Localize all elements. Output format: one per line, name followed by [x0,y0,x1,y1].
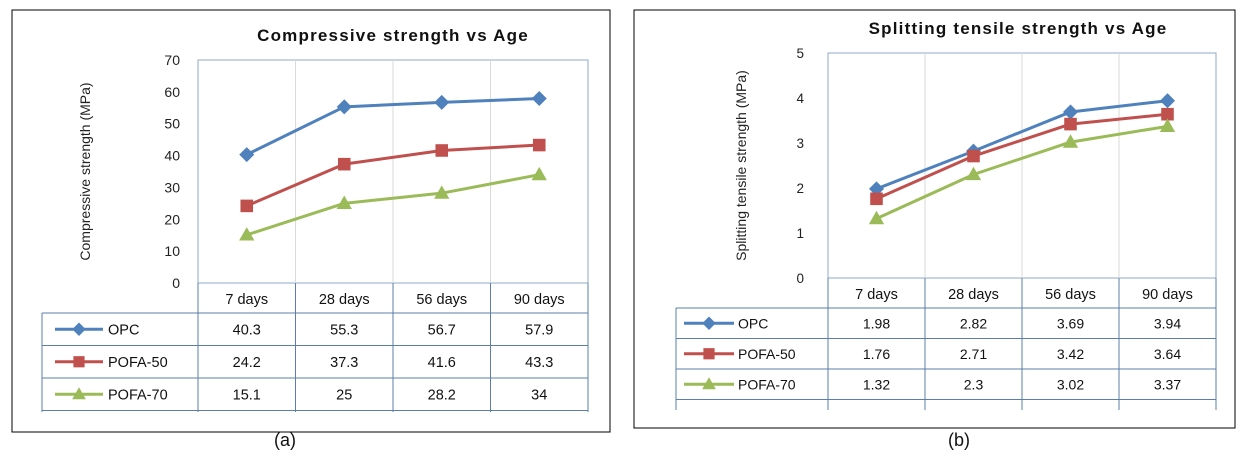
y-tick-label: 1 [796,226,804,241]
data-point-opc [434,94,450,110]
x-category-label: 7 days [225,292,268,308]
data-table-cell: 34 [531,387,547,403]
chart-frame [11,9,611,433]
data-point-pofa-50 [967,149,980,163]
chart-title: Compressive strength vs Age [257,26,529,45]
y-tick-label: 30 [164,179,180,195]
legend-label: OPC [738,315,768,331]
data-point-pofa-50 [870,192,883,206]
chart-title: Splitting tensile strength vs Age [869,19,1168,38]
y-tick-label: 20 [164,211,180,227]
data-table-cell: 57.9 [525,322,553,338]
data-table-cell: 43.3 [525,355,553,371]
data-table-cell: 25 [336,387,352,403]
data-table-cell: 15.1 [233,387,261,403]
data-table-cell: 41.6 [428,355,456,371]
y-tick-label: 10 [164,243,180,259]
data-point-pofa-70 [1062,134,1079,148]
data-table-cell: 40.3 [233,322,261,338]
data-table-cell: 3.02 [1057,376,1084,392]
y-axis-label: Splitting tensile strength (MPa) [733,70,749,261]
data-point-opc [239,147,255,163]
data-table-cell: 3.42 [1057,346,1084,362]
chart-panel-a: Compressive strength vs Age 0 10 20 30 40 50 60… [11,9,611,450]
legend-label: OPC [108,322,139,338]
legend-marker [72,322,86,336]
data-point-pofa-70 [434,185,450,199]
y-tick-label: 60 [164,84,180,100]
data-point-pofa-50 [1064,117,1077,131]
y-tick-label: 0 [796,271,804,286]
x-category-label: 28 days [319,292,370,308]
data-point-opc [1062,104,1079,120]
data-point-opc [336,99,352,115]
panel-label: (a) [274,430,296,450]
data-point-pofa-50 [337,157,351,171]
legend-marker [702,377,716,390]
series-line-pofa-50 [246,143,540,208]
series-line-pofa-70 [875,124,1168,220]
y-axis-label: Compressive strength (MPa) [77,82,93,260]
data-table-cell: 24.2 [233,355,261,371]
legend-marker [72,387,86,400]
data-table-cell: 3.37 [1154,376,1181,392]
data-point-pofa-50 [1161,107,1174,121]
data-point-pofa-50 [435,144,449,157]
legend-label: POFA-70 [738,376,796,392]
legend-label: POFA-70 [108,387,168,403]
data-table-cell: 2.71 [960,346,987,362]
series-line-pofa-50 [875,112,1168,201]
y-tick-label: 50 [164,116,180,132]
chart-panel-b: Splitting tensile strength vs Age 0 1 2 3 4 5 S… [633,9,1236,450]
y-tick-label: 70 [164,52,180,68]
x-category-label: 56 days [1045,287,1096,303]
x-category-label: 7 days [855,287,898,303]
x-category-label: 90 days [1142,287,1193,303]
series-line-opc [875,99,1168,191]
legend-label: POFA-50 [738,346,796,362]
data-point-pofa-70 [239,227,255,241]
series-line-opc [246,97,540,156]
x-category-label: 56 days [416,292,467,308]
series-line-pofa-70 [246,173,540,237]
legend-marker [703,348,715,360]
data-point-pofa-70 [336,195,352,209]
y-tick-label: 0 [172,275,180,291]
panel-label: (b) [948,430,970,450]
data-point-pofa-70 [1159,118,1176,132]
y-tick-label: 3 [796,136,804,151]
data-table-cell: 3.94 [1154,315,1181,331]
data-table-cell: 55.3 [330,322,358,338]
data-point-opc [531,91,547,107]
legend-marker [73,356,85,368]
y-tick-label: 40 [164,148,180,164]
y-tick-label: 5 [796,46,804,61]
data-table-cell: 3.64 [1154,346,1181,362]
legend-marker [702,316,716,330]
data-point-pofa-70 [965,166,982,181]
y-tick-label: 4 [796,91,804,106]
data-point-pofa-50 [240,199,254,213]
data-table-cell: 37.3 [330,355,358,371]
legend-label: POFA-50 [108,355,168,371]
data-point-pofa-70 [868,210,885,225]
x-category-label: 28 days [948,287,999,303]
data-table-cell: 1.76 [863,346,890,362]
data-table-cell: 1.98 [863,315,890,331]
data-table-cell: 56.7 [428,322,456,338]
x-category-label: 90 days [514,292,565,308]
chart-frame [633,9,1236,429]
data-point-pofa-70 [531,166,547,181]
data-table-cell: 3.69 [1057,315,1084,331]
data-table-cell: 2.3 [964,376,984,392]
data-table-cell: 1.32 [863,376,890,392]
y-tick-label: 2 [796,181,804,196]
data-table-cell: 2.82 [960,315,987,331]
data-point-pofa-50 [532,138,546,152]
data-point-opc [1159,93,1176,109]
data-table-cell: 28.2 [428,387,456,403]
